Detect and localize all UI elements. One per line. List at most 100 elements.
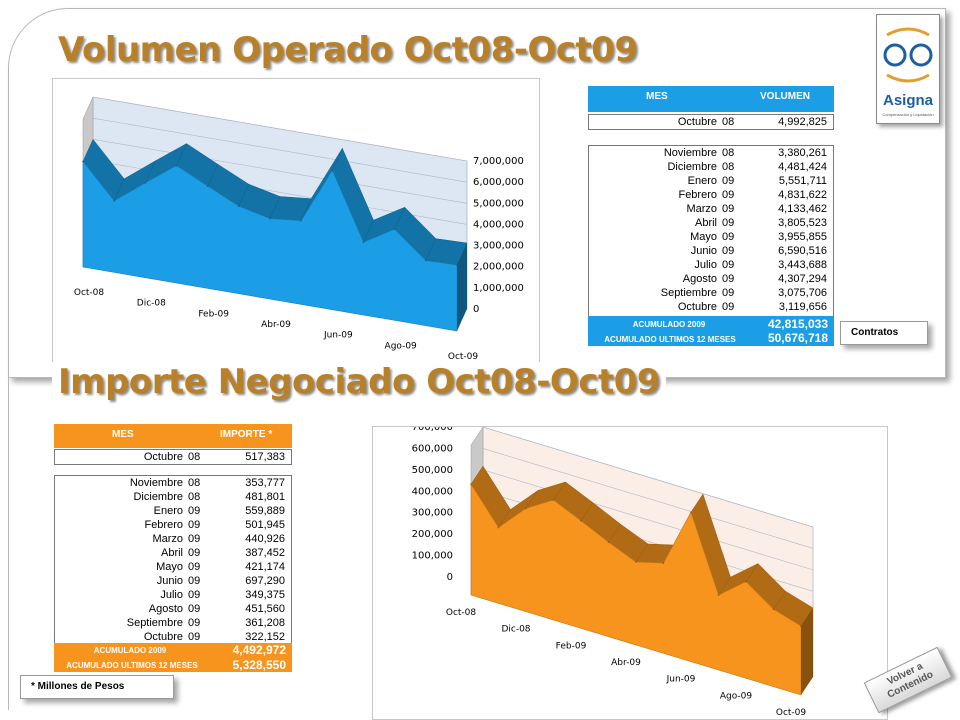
data-point	[552, 499, 555, 501]
y-tick-label: 500,000	[412, 465, 453, 476]
logo-mark-icon: Asigna Compensación y Liquidación	[882, 27, 934, 117]
importe-table-header: MES IMPORTE *	[54, 424, 292, 448]
table-row: Junio 09 697,290	[55, 574, 291, 588]
acumulado-label: ACUMULADO 2009	[632, 320, 706, 329]
y-tick-label: 400,000	[412, 486, 453, 497]
cell-valor: 559,889	[245, 505, 285, 517]
cell-anio: 09	[188, 617, 201, 629]
importe-summary: ACUMULADO 2009 4,492,972 ACUMULADO ULTIM…	[54, 643, 292, 672]
x-tick-label: Abr-09	[261, 320, 291, 330]
y-tick-label: 5,000,000	[473, 198, 524, 209]
cell-mes: Febrero	[678, 189, 717, 201]
y-tick-label: 3,000,000	[473, 241, 524, 252]
importe-first-row: Octubre 08 517,383	[54, 449, 292, 465]
area-end-face	[801, 607, 813, 695]
cell-anio: 09	[722, 231, 735, 243]
cell-valor: 501,945	[245, 519, 285, 531]
y-tick-label: 6,000,000	[473, 177, 524, 188]
x-tick-label: Dic-08	[137, 299, 166, 309]
cell-valor: 517,383	[245, 451, 285, 463]
volumen-summary: ACUMULADO 2009 42,815,033 ACUMULADO ULTI…	[588, 316, 834, 346]
cell-anio: 09	[722, 203, 735, 215]
cell-mes: Marzo	[686, 203, 717, 215]
importe-table-body: Noviembre 08 353,777 Diciembre 08 481,801 Ener…	[54, 475, 292, 645]
volumen-title: Volumen Operado Oct08-Oct09	[52, 30, 644, 70]
table-row: Diciembre 08 481,801	[55, 490, 291, 504]
cell-mes: Octubre	[677, 116, 717, 128]
volumen-header-mes: MES	[646, 91, 668, 102]
data-point	[331, 169, 334, 172]
volumen-table-header: MES VOLUMEN	[588, 86, 834, 112]
table-row: Julio 09 3,443,688	[589, 258, 833, 272]
importe-chart-svg: 0 100,000 200,000 300,000 400,000 500,000 600,…	[412, 427, 814, 718]
data-point	[269, 217, 271, 220]
bottom-panel-frame	[8, 350, 10, 710]
table-row: Abril 09 387,452	[55, 546, 291, 560]
table-row: Mayo 09 3,955,855	[589, 230, 833, 244]
importe-chart: 0 100,000 200,000 300,000 400,000 500,000 600,…	[372, 426, 888, 720]
ultimos-label: ACUMULADO ULTIMOS 12 MESES	[604, 335, 736, 344]
table-row: Noviembre 08 353,777	[55, 476, 291, 490]
cell-valor: 3,443,688	[778, 259, 827, 271]
data-point	[470, 483, 472, 485]
gridline	[92, 117, 468, 183]
cell-valor: 3,805,523	[778, 217, 827, 229]
cell-valor: 322,152	[245, 631, 285, 643]
data-point	[206, 185, 209, 187]
cell-anio: 09	[188, 631, 201, 643]
cell-anio: 09	[722, 217, 735, 229]
importe-header-mes: MES	[112, 429, 134, 440]
table-row: Abril 09 3,805,523	[589, 216, 833, 230]
table-row: Marzo 09 440,926	[55, 532, 291, 546]
data-point	[580, 519, 582, 522]
area-end-face	[457, 243, 467, 331]
table-row: Septiembre 09 3,075,706	[589, 286, 833, 300]
table-row: Agosto 09 4,307,294	[589, 272, 833, 286]
x-tick-label: Ago-09	[720, 691, 753, 701]
cell-mes: Enero	[687, 175, 717, 187]
cell-anio: 08	[722, 116, 735, 128]
x-tick-label: Jun-09	[666, 675, 696, 685]
cell-anio: 09	[188, 561, 201, 573]
cell-valor: 421,174	[245, 561, 285, 573]
data-point	[690, 511, 692, 514]
cell-anio: 09	[722, 273, 735, 285]
gridline	[482, 448, 814, 549]
cell-valor: 4,992,825	[778, 116, 827, 128]
cell-mes: Enero	[153, 505, 183, 517]
x-tick-label: Oct-09	[448, 352, 479, 362]
cell-valor: 5,551,711	[778, 175, 827, 187]
data-point	[635, 561, 637, 563]
cell-mes: Diciembre	[133, 491, 183, 503]
cell-mes: Noviembre	[129, 477, 183, 489]
cell-mes: Julio	[160, 589, 183, 601]
cell-valor: 353,777	[245, 477, 285, 489]
y-tick-label: 600,000	[412, 443, 453, 454]
cell-mes: Mayo	[690, 231, 717, 243]
y-tick-label: 7,000,000	[473, 156, 524, 167]
cell-valor: 451,560	[245, 603, 285, 615]
y-tick-label: 4,000,000	[473, 219, 524, 230]
cell-anio: 08	[188, 491, 201, 503]
cell-anio: 09	[722, 245, 735, 257]
cell-anio: 09	[188, 589, 201, 601]
cell-mes: Noviembre	[663, 147, 717, 159]
ultimos-value: 50,676,718	[767, 331, 828, 345]
gridline	[92, 138, 468, 204]
y-tick-label: 0	[473, 304, 479, 315]
table-row: Marzo 09 4,133,462	[589, 202, 833, 216]
data-point	[362, 241, 365, 243]
data-point	[425, 259, 427, 262]
y-tick-label: 200,000	[412, 529, 453, 540]
cell-anio: 08	[188, 477, 201, 489]
cell-valor: 4,133,462	[778, 203, 827, 215]
x-tick-label: Feb-09	[198, 309, 229, 319]
table-row: Diciembre 08 4,481,424	[589, 160, 833, 174]
table-row: Septiembre 09 361,208	[55, 616, 291, 630]
table-row: Febrero 09 4,831,622	[589, 188, 833, 202]
y-tick-label: 1,000,000	[473, 283, 524, 294]
cell-mes: Octubre	[143, 631, 183, 643]
acumulado-label: ACUMULADO 2009	[93, 646, 167, 655]
cell-valor: 4,307,294	[778, 273, 827, 285]
cell-valor: 3,075,706	[778, 287, 827, 299]
